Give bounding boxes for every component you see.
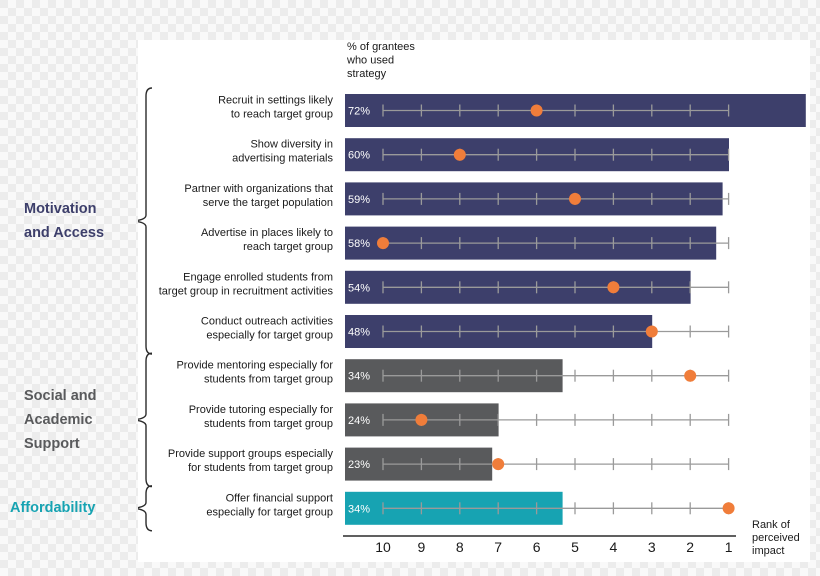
pct-title-line: who used: [346, 55, 394, 67]
group-bracket: [138, 352, 153, 488]
bar-value-label: 48%: [348, 327, 370, 339]
bar-value-label: 60%: [348, 150, 370, 162]
rank-tick-label: 7: [494, 539, 502, 555]
group-label-line: Motivation: [24, 201, 97, 217]
category-label: Engage enrolled students from: [183, 271, 333, 283]
rank-dot: [453, 148, 466, 161]
category-label: reach target group: [243, 241, 333, 253]
rank-dot: [607, 281, 620, 294]
rank-dot: [492, 458, 505, 471]
group-label: Motivation and Access: [24, 197, 104, 245]
category-label: Provide tutoring especially for: [189, 404, 334, 416]
group-bracket: [138, 485, 153, 532]
group-label-line: Social and: [24, 387, 97, 404]
rank-tick-label: 6: [533, 539, 541, 555]
rank-dot: [377, 237, 389, 250]
rank-tick-label: 3: [648, 539, 656, 555]
category-label: to reach target group: [231, 109, 333, 121]
pct-title-line: strategy: [347, 68, 387, 80]
rank-tick-label: 1: [725, 539, 733, 555]
category-label: serve the target population: [203, 197, 333, 209]
category-label: students from target group: [204, 418, 333, 430]
rank-title-line: perceived: [752, 532, 800, 544]
category-label: Offer financial support: [226, 492, 333, 504]
rank-title-line: impact: [752, 545, 784, 557]
bar-value-label: 23%: [348, 459, 370, 471]
category-label: Provide support groups especially: [168, 448, 334, 460]
rank-tick-label: 2: [686, 539, 694, 555]
bar-value-label: 59%: [348, 194, 370, 206]
group-label-line: Academic: [24, 411, 93, 428]
bar-value-label: 58%: [348, 238, 370, 250]
bar-value-label: 34%: [348, 371, 370, 383]
chart-panel: % of grantees who used strategy Rank of perc…: [138, 40, 810, 562]
category-label: especially for target group: [206, 506, 333, 518]
rank-tick-label: 5: [571, 539, 579, 555]
rank-dot: [684, 369, 697, 382]
rank-dot: [645, 325, 658, 338]
group-bracket: [138, 87, 153, 355]
rank-tick-label: 9: [418, 539, 426, 555]
bar-value-label: 54%: [348, 282, 370, 294]
rank-title-line: Rank of: [752, 519, 791, 531]
category-label: Show diversity in: [250, 139, 333, 151]
category-label: Recruit in settings likely: [218, 95, 333, 107]
group-label-line: Affordability: [10, 500, 96, 517]
category-label: especially for target group: [206, 330, 333, 342]
pct-title-line: % of grantees: [347, 41, 415, 53]
category-label: target group in recruitment activities: [159, 285, 334, 297]
rank-dot: [722, 502, 735, 515]
category-label: Provide mentoring especially for: [176, 360, 333, 372]
rank-tick-label: 4: [610, 539, 618, 555]
bar-value-label: 24%: [348, 415, 370, 427]
rank-tick-label: 8: [456, 539, 464, 555]
group-label: Social and Academic Support: [24, 384, 97, 456]
bar-value-label: 72%: [348, 106, 370, 118]
group-label-line: Support: [24, 435, 80, 452]
bar-value-label: 34%: [348, 503, 370, 515]
group-label: Affordability: [10, 496, 95, 520]
group-label-line: and Access: [24, 225, 105, 241]
category-label: Conduct outreach activities: [201, 316, 334, 328]
rank-dot: [415, 413, 428, 426]
category-label: Advertise in places likely to: [201, 227, 333, 239]
category-label: for students from target group: [188, 462, 333, 474]
rank-dot: [569, 192, 581, 205]
rank-tick-label: 10: [375, 539, 391, 555]
category-label: Partner with organizations that: [184, 183, 333, 195]
rank-dot: [530, 104, 543, 117]
category-label: students from target group: [204, 374, 333, 386]
category-label: advertising materials: [232, 153, 333, 165]
